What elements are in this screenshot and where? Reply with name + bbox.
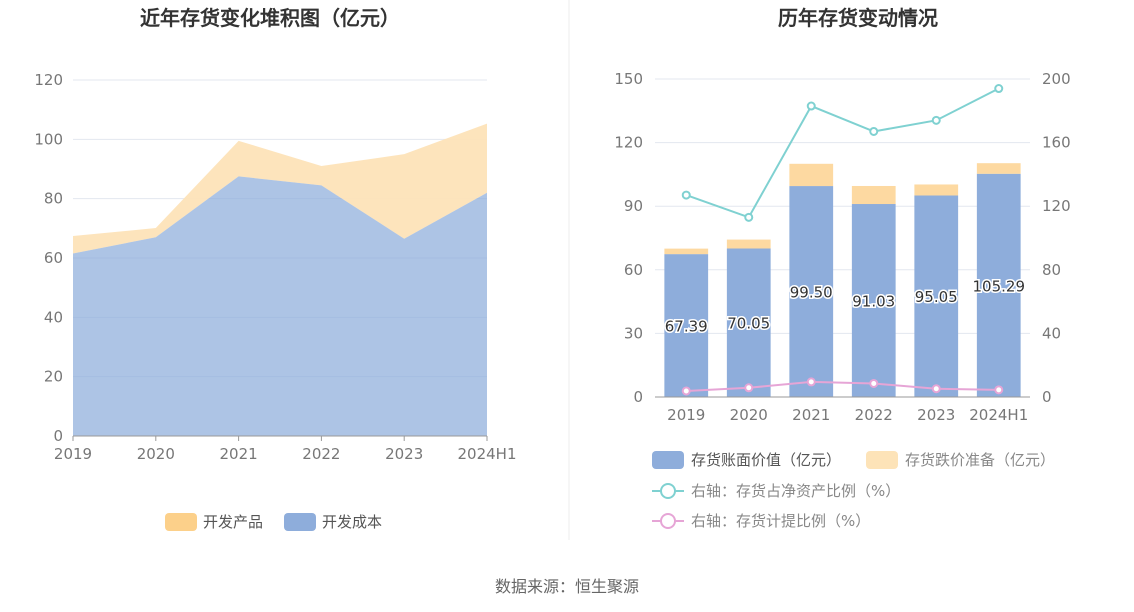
area-series-cost <box>73 176 487 436</box>
provision-ratio-line <box>686 380 999 392</box>
legend-net-ratio-label: 右轴：存货占净资产比例（%） <box>691 482 900 500</box>
legend-provision-ratio-marker <box>660 513 676 529</box>
right-y-right-tick-label: 120 <box>1042 197 1071 215</box>
right-bars <box>664 163 1021 397</box>
left-x-tick-label: 2021 <box>220 445 258 463</box>
provision-ratio-point <box>681 386 691 396</box>
left-y-tick-label: 0 <box>53 427 63 445</box>
net-asset-ratio-point <box>744 212 754 222</box>
right-legend: 存货账面价值（亿元） 存货跌价准备（亿元） 右轴：存货占净资产比例（%） 右轴：存货计… <box>652 451 1055 530</box>
right-x-tick-label: 2020 <box>730 406 768 424</box>
legend-book-value-label: 存货账面价值（亿元） <box>691 451 841 469</box>
provision-ratio-point <box>744 383 754 393</box>
right-y-right-tick-label: 40 <box>1042 324 1061 342</box>
left-y-tick-label: 100 <box>34 130 63 148</box>
area-series-product <box>73 123 487 254</box>
right-x-tick-label: 2019 <box>667 406 705 424</box>
net-asset-ratio-line <box>685 87 1000 219</box>
net-asset-ratio-point <box>681 190 691 200</box>
bar-book-value <box>914 195 959 397</box>
left-y-tick-label: 80 <box>44 190 63 208</box>
bar-book-value <box>789 186 834 397</box>
right-y-left-tick-label: 120 <box>614 134 643 152</box>
left-x-tick-label: 2020 <box>137 445 175 463</box>
bar-impairment-reserve <box>664 248 709 255</box>
right-x-tick-label: 2022 <box>855 406 893 424</box>
bar-book-value <box>976 173 1021 397</box>
provision-ratio-point <box>994 385 1004 395</box>
net-asset-ratio-point <box>931 115 941 125</box>
net-asset-ratio-point <box>806 101 816 111</box>
legend-product-swatch <box>165 513 197 531</box>
right-chart-title: 历年存货变动情况 <box>778 6 938 30</box>
right-y-right-tick-label: 200 <box>1042 70 1071 88</box>
right-x-tick-label: 2021 <box>792 406 830 424</box>
right-y-left-tick-label: 30 <box>624 324 643 342</box>
bar-data-label: 70.05 <box>727 315 770 333</box>
right-y-left-tick-label: 150 <box>614 70 643 88</box>
bar-data-label: 105.29 <box>973 277 1026 295</box>
net-asset-ratio-point <box>994 84 1004 94</box>
right-y-right-tick-label: 160 <box>1042 134 1071 152</box>
bar-impairment-reserve <box>726 239 771 249</box>
right-y-right-tick-label: 0 <box>1042 388 1052 406</box>
right-y-right-tick-label: 80 <box>1042 261 1061 279</box>
left-legend: 开发产品 开发成本 <box>165 513 382 531</box>
right-axis: 0 30 60 90 120 150 0 40 80 120 160 200 2019 2020 2021 2… <box>614 70 1070 424</box>
bar-data-label: 67.39 <box>665 318 708 336</box>
left-areas <box>73 123 487 436</box>
right-x-tick-label: 2024H1 <box>969 406 1028 424</box>
right-x-tick-label: 2023 <box>917 406 955 424</box>
bar-data-label: 91.03 <box>852 293 895 311</box>
bar-impairment-reserve <box>976 163 1021 174</box>
legend-reserve-label: 存货跌价准备（亿元） <box>905 451 1055 469</box>
left-x-tick-label: 2019 <box>54 445 92 463</box>
right-labels: 67.39 70.05 99.50 91.03 95.05 105.29 <box>663 276 1026 337</box>
bar-data-label: 99.50 <box>790 284 833 302</box>
left-y-tick-label: 40 <box>44 308 63 326</box>
bar-impairment-reserve <box>789 163 834 187</box>
bar-book-value <box>664 254 709 397</box>
left-chart-title: 近年存货变化堆积图（亿元） <box>140 6 400 30</box>
legend-product-label: 开发产品 <box>203 513 263 531</box>
provision-ratio-point <box>806 377 816 387</box>
bar-book-value <box>726 248 771 397</box>
bar-data-label: 95.05 <box>915 288 958 306</box>
right-y-left-tick-label: 60 <box>624 261 643 279</box>
right-y-left-tick-label: 0 <box>633 388 643 406</box>
bar-book-value <box>851 204 896 397</box>
left-y-tick-label: 120 <box>34 71 63 89</box>
legend-book-value-swatch <box>652 451 684 469</box>
right-y-left-tick-label: 90 <box>624 197 643 215</box>
left-y-tick-label: 60 <box>44 249 63 267</box>
legend-cost-swatch <box>284 513 316 531</box>
left-y-tick-label: 20 <box>44 368 63 386</box>
right-grid <box>655 78 1030 398</box>
provision-ratio-point <box>931 384 941 394</box>
bar-impairment-reserve <box>914 184 959 196</box>
bar-impairment-reserve <box>851 185 896 205</box>
left-axis: 0 20 40 60 80 100 120 2019 2020 2021 2022 2023 2024H… <box>34 71 516 463</box>
legend-provision-ratio-label: 右轴：存货计提比例（%） <box>691 512 870 530</box>
data-source: 数据来源：恒生聚源 <box>495 577 639 596</box>
left-x-tick-label: 2024H1 <box>458 445 517 463</box>
legend-cost-label: 开发成本 <box>322 513 382 531</box>
net-asset-ratio-point <box>869 126 879 136</box>
left-x-tick-label: 2022 <box>302 445 340 463</box>
right-lines <box>681 84 1004 396</box>
legend-reserve-swatch <box>866 451 898 469</box>
legend-net-ratio-marker <box>660 483 676 499</box>
left-x-tick-label: 2023 <box>385 445 423 463</box>
provision-ratio-point <box>869 378 879 388</box>
